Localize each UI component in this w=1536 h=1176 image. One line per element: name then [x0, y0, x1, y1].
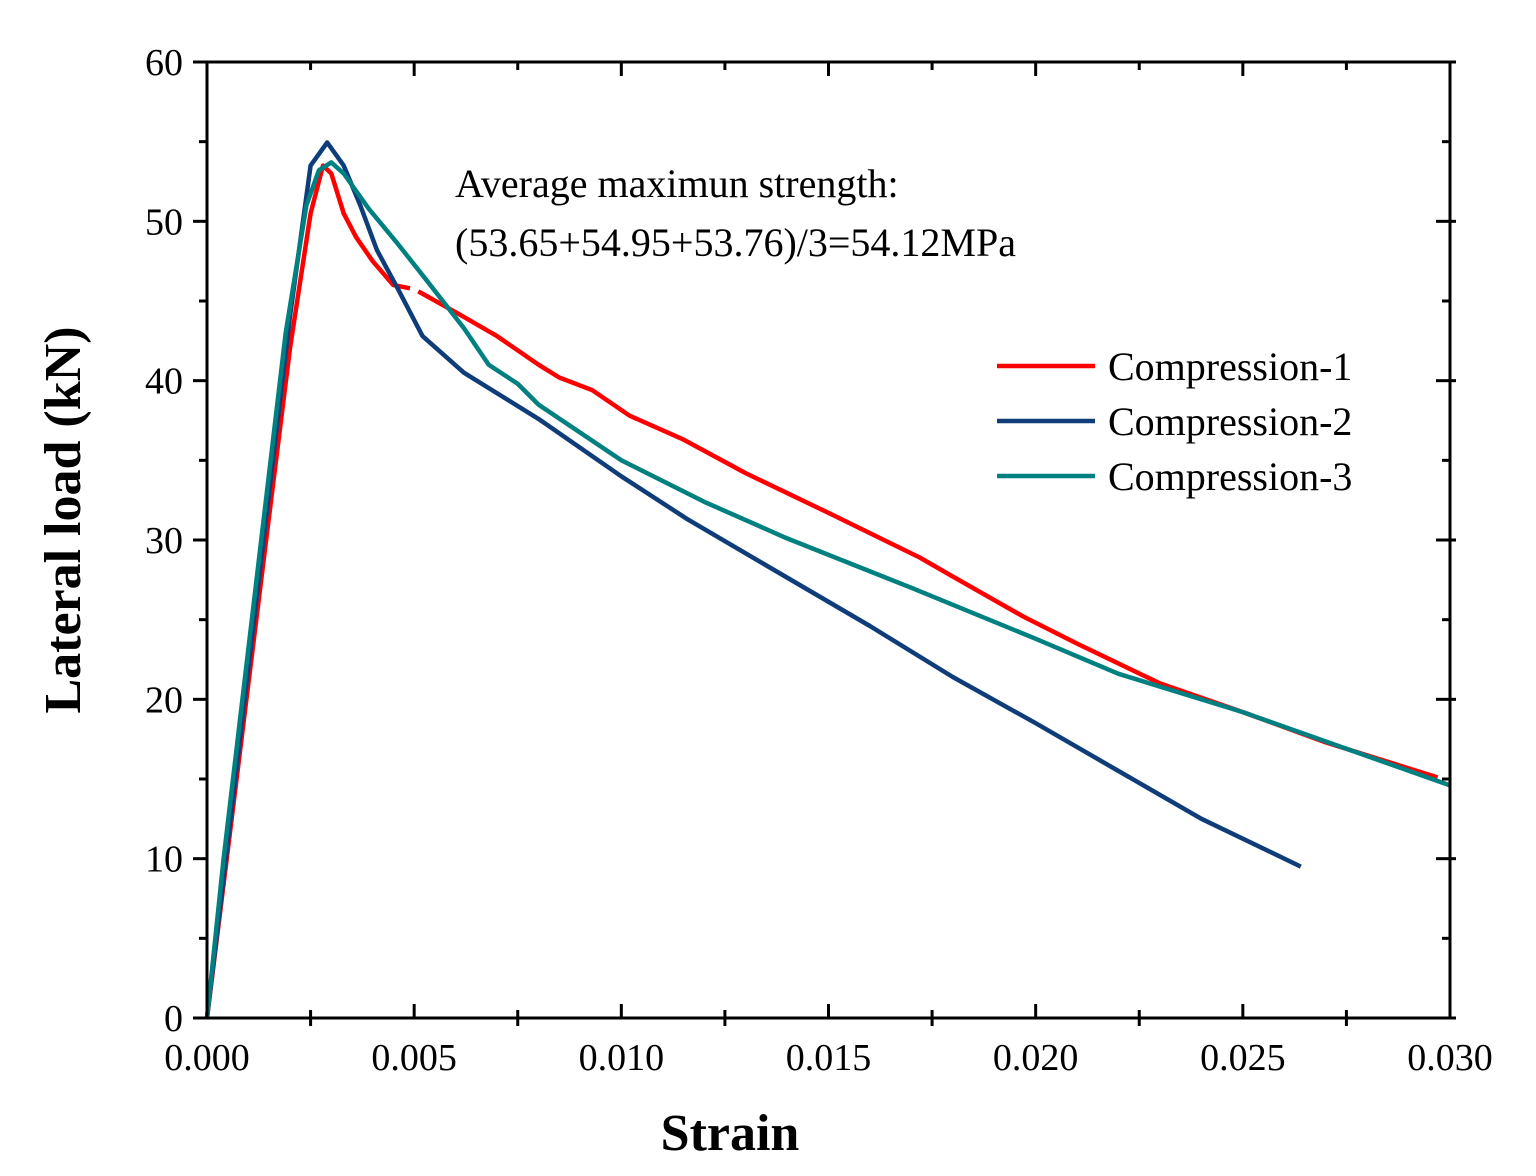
y-tick-label: 40	[145, 361, 183, 403]
y-tick-label: 50	[145, 201, 183, 243]
x-tick-label: 0.015	[786, 1037, 872, 1079]
x-tick-label: 0.000	[164, 1037, 250, 1079]
series-layer	[204, 140, 1451, 1019]
series-line-3	[204, 160, 1451, 1019]
legend-label-3: Compression-3	[1108, 454, 1352, 499]
series-line-1-part-1	[204, 163, 411, 1019]
x-tick-label: 0.005	[371, 1037, 457, 1079]
y-tick-label: 0	[164, 998, 183, 1040]
y-tick-label: 20	[145, 679, 183, 721]
annotation-line-2: (53.65+54.95+53.76)/3=54.12MPa	[455, 220, 1016, 265]
ticks-layer: 0.000 0.005 0.010 0.015 0.020 0.025 0.030 0 10 20…	[145, 42, 1493, 1079]
x-tick-label: 0.025	[1200, 1037, 1286, 1079]
y-axis-title: Lateral load (kN)	[35, 326, 92, 713]
series-line-1-part-2	[417, 289, 1439, 780]
legend-label-1: Compression-1	[1108, 344, 1352, 389]
annotation-line-1: Average maximun strength:	[455, 161, 899, 206]
y-tick-label: 10	[145, 839, 183, 881]
x-tick-label: 0.030	[1407, 1037, 1493, 1079]
x-tick-label: 0.020	[993, 1037, 1079, 1079]
legend-label-2: Compression-2	[1108, 399, 1352, 444]
y-tick-label: 30	[145, 520, 183, 562]
series-line-2	[204, 140, 1302, 1019]
x-axis-title: Strain	[661, 1105, 800, 1162]
x-tick-label: 0.010	[579, 1037, 665, 1079]
legend: Compression-1 Compression-2 Compression-3	[997, 344, 1352, 499]
y-tick-label: 60	[145, 42, 183, 84]
